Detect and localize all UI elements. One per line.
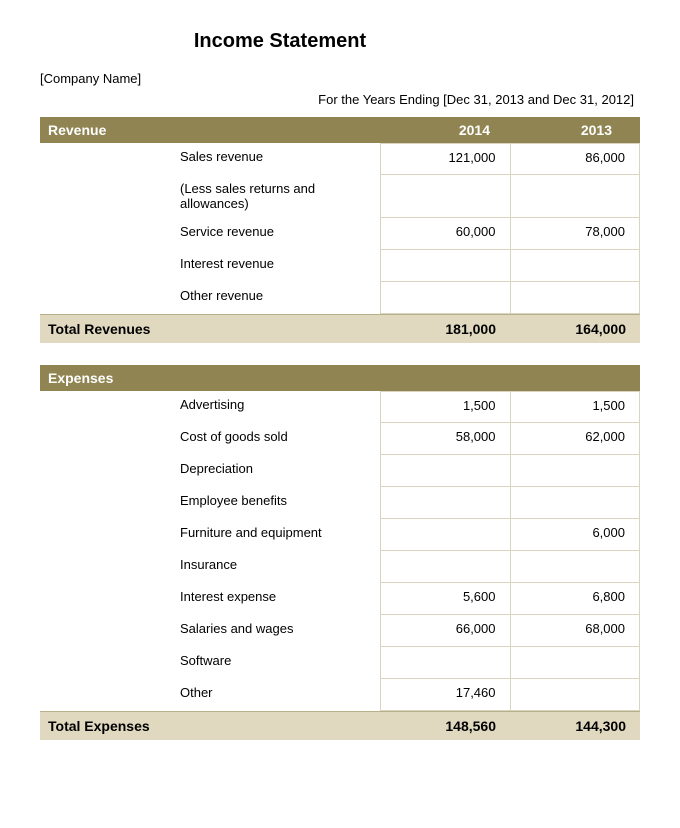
cell-y2 [510,250,641,282]
table-row: Interest expense5,6006,800 [40,583,640,615]
cell-y1 [380,282,510,314]
cell-y1 [380,250,510,282]
table-row: Other revenue [40,282,640,314]
expenses-header-label: Expenses [48,370,388,386]
row-label: Service revenue [180,218,380,250]
revenue-header-label: Revenue [48,122,388,138]
table-row: Cost of goods sold58,00062,000 [40,423,640,455]
row-label: Sales revenue [180,143,380,175]
column-year-2: 2013 [510,122,632,138]
revenue-total-label: Total Revenues [40,321,380,337]
row-label: (Less sales returns and allowances) [180,175,380,218]
column-year-1: 2014 [388,122,510,138]
row-label: Salaries and wages [180,615,380,647]
cell-y1: 17,460 [380,679,510,711]
table-row: (Less sales returns and allowances) [40,175,640,218]
table-row: Furniture and equipment 6,000 [40,519,640,551]
cell-y2: 78,000 [510,218,641,250]
revenue-total-row: Total Revenues 181,000 164,000 [40,314,640,343]
cell-y2 [510,679,641,711]
cell-y2 [510,551,641,583]
table-row: Employee benefits [40,487,640,519]
table-row: Other17,460 [40,679,640,711]
cell-y2: 6,800 [510,583,641,615]
table-row: Depreciation [40,455,640,487]
cell-y2 [510,487,641,519]
cell-y2: 68,000 [510,615,641,647]
cell-y1 [380,519,510,551]
row-label: Other revenue [180,282,380,314]
revenue-rows: Sales revenue121,00086,000(Less sales re… [40,143,640,314]
cell-y2 [510,282,641,314]
cell-y1: 121,000 [380,143,510,175]
table-row: Software [40,647,640,679]
cell-y2 [510,455,641,487]
row-label: Interest revenue [180,250,380,282]
expenses-header: Expenses [40,365,640,391]
table-row: Salaries and wages66,00068,000 [40,615,640,647]
document-title: Income Statement [180,30,380,53]
table-row: Interest revenue [40,250,640,282]
expenses-total-row: Total Expenses 148,560 144,300 [40,711,640,740]
table-row: Service revenue60,00078,000 [40,218,640,250]
cell-y1: 66,000 [380,615,510,647]
cell-y1: 1,500 [380,391,510,423]
revenue-total-y2: 164,000 [510,321,640,337]
row-label: Furniture and equipment [180,519,380,551]
expenses-total-y2: 144,300 [510,718,640,734]
cell-y1 [380,455,510,487]
cell-y2: 62,000 [510,423,641,455]
period-text: For the Years Ending [Dec 31, 2013 and D… [40,92,640,107]
cell-y2: 86,000 [510,143,641,175]
cell-y1 [380,487,510,519]
cell-y1 [380,647,510,679]
row-label: Advertising [180,391,380,423]
cell-y1 [380,551,510,583]
row-label: Interest expense [180,583,380,615]
cell-y2: 6,000 [510,519,641,551]
expenses-rows: Advertising1,5001,500Cost of goods sold5… [40,391,640,711]
cell-y1 [380,175,510,218]
cell-y1: 5,600 [380,583,510,615]
cell-y1: 58,000 [380,423,510,455]
expenses-total-y1: 148,560 [380,718,510,734]
row-label: Other [180,679,380,711]
row-label: Employee benefits [180,487,380,519]
cell-y1: 60,000 [380,218,510,250]
revenue-total-y1: 181,000 [380,321,510,337]
cell-y2 [510,647,641,679]
row-label: Software [180,647,380,679]
row-label: Depreciation [180,455,380,487]
cell-y2 [510,175,641,218]
revenue-header: Revenue 2014 2013 [40,117,640,143]
table-row: Advertising1,5001,500 [40,391,640,423]
row-label: Insurance [180,551,380,583]
table-row: Insurance [40,551,640,583]
cell-y2: 1,500 [510,391,641,423]
company-name: [Company Name] [40,71,640,86]
row-label: Cost of goods sold [180,423,380,455]
table-row: Sales revenue121,00086,000 [40,143,640,175]
expenses-total-label: Total Expenses [40,718,380,734]
